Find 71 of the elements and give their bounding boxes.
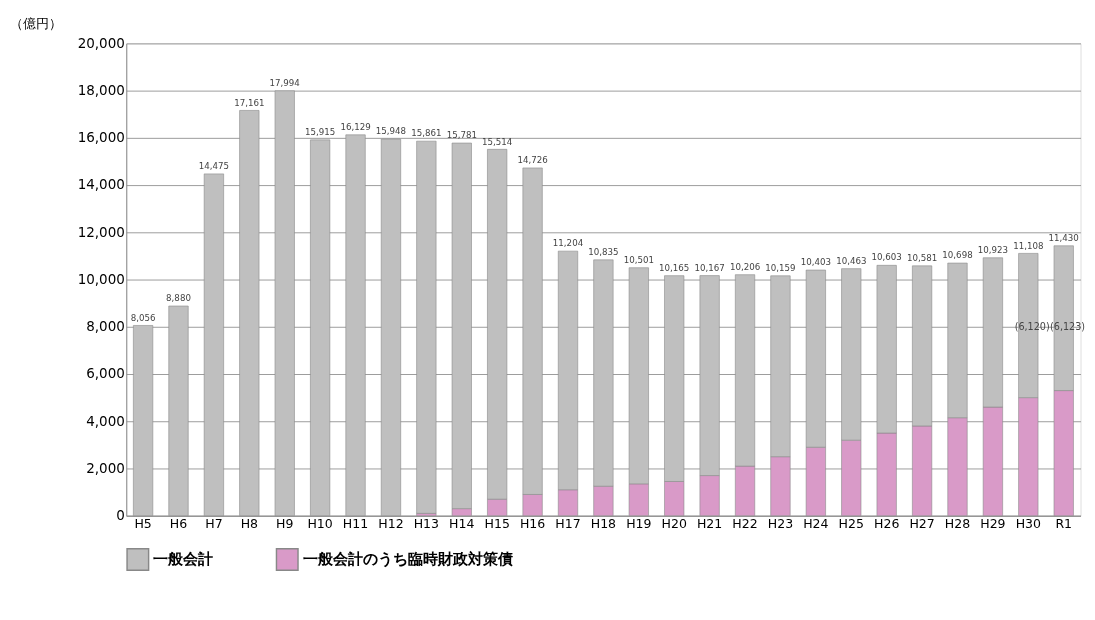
- y-tick-label: 18,000: [77, 81, 125, 98]
- x-tick-label: H23: [767, 515, 794, 531]
- total-label: 10,603: [871, 252, 902, 263]
- y-axis-title: （億円）: [9, 15, 62, 31]
- total-label: 15,514: [482, 136, 513, 147]
- x-tick-label: H7: [205, 515, 223, 531]
- total-label: 10,698: [942, 250, 973, 261]
- bar: [416, 140, 437, 514]
- x-tick-label: H13: [413, 515, 440, 531]
- x-tick-label: H17: [555, 515, 581, 531]
- x-tick-label: H22: [732, 515, 758, 531]
- x-tick-label: H9: [276, 515, 294, 531]
- legend-label: 一般会計: [153, 550, 214, 569]
- total-label: 15,781: [446, 130, 477, 141]
- y-tick-label: 8,000: [86, 318, 125, 335]
- x-tick-label: H10: [307, 515, 333, 531]
- x-tick-label: R1: [1055, 515, 1073, 531]
- y-tick-label: 12,000: [77, 223, 125, 240]
- x-tick-label: H28: [944, 515, 971, 531]
- x-tick-label: H6: [169, 515, 188, 531]
- annotation: (6,123): [1050, 320, 1086, 332]
- x-tick-label: H26: [874, 515, 900, 531]
- x-tick-label: H12: [378, 515, 404, 531]
- total-label: 10,165: [659, 262, 690, 273]
- annotation: (6,120): [1014, 320, 1050, 332]
- x-tick-label: H29: [980, 515, 1006, 531]
- total-label: 10,923: [977, 244, 1009, 255]
- total-label: 10,167: [694, 262, 725, 273]
- total-label: 10,835: [588, 247, 619, 258]
- total-label: 11,204: [552, 238, 584, 249]
- total-label: 8,056: [130, 312, 156, 323]
- x-tick-label: H30: [1015, 515, 1042, 531]
- x-tick-label: H27: [909, 515, 935, 531]
- total-label: 10,463: [836, 255, 867, 266]
- total-label: 8,880: [166, 293, 191, 304]
- total-label: 10,403: [800, 257, 832, 268]
- total-label: 14,475: [198, 161, 230, 172]
- total-label: 15,915: [304, 127, 336, 138]
- total-label: 10,501: [623, 254, 654, 265]
- total-label: 15,948: [375, 126, 407, 137]
- x-tick-label: H25: [838, 515, 864, 531]
- y-tick-label: 16,000: [77, 129, 125, 146]
- x-tick-label: H8: [240, 515, 259, 531]
- x-tick-label: H24: [803, 515, 829, 531]
- total-label: 10,159: [765, 262, 796, 273]
- total-label: 17,161: [234, 97, 265, 108]
- total-label: 15,861: [411, 128, 442, 139]
- x-tick-label: H19: [626, 515, 652, 531]
- x-tick-label: H15: [484, 515, 510, 531]
- y-tick-label: 6,000: [86, 365, 125, 382]
- total-label: 17,994: [269, 77, 301, 88]
- total-label: 11,108: [1013, 240, 1044, 251]
- x-tick-label: H5: [134, 515, 152, 531]
- y-tick-label: 10,000: [77, 270, 125, 287]
- y-tick-label: 20,000: [77, 34, 125, 51]
- y-tick-label: 14,000: [77, 176, 125, 193]
- total-label: 10,581: [906, 253, 938, 264]
- legend-label: 一般会計のうち臨時財政対策債: [302, 550, 513, 569]
- total-label: 10,206: [729, 261, 761, 272]
- y-tick-label: 0: [116, 507, 125, 524]
- total-label: 11,430: [1048, 232, 1079, 243]
- x-tick-label: H14: [449, 515, 475, 531]
- x-tick-label: H11: [342, 515, 369, 531]
- total-label: 16,129: [340, 122, 371, 132]
- x-tick-label: H16: [519, 515, 546, 531]
- x-tick-label: H18: [590, 515, 617, 531]
- y-tick-label: 4,000: [86, 412, 125, 429]
- y-tick-label: 2,000: [86, 459, 125, 476]
- total-label: 14,726: [517, 155, 548, 166]
- x-tick-label: H21: [696, 515, 723, 531]
- x-tick-label: H20: [661, 515, 687, 531]
